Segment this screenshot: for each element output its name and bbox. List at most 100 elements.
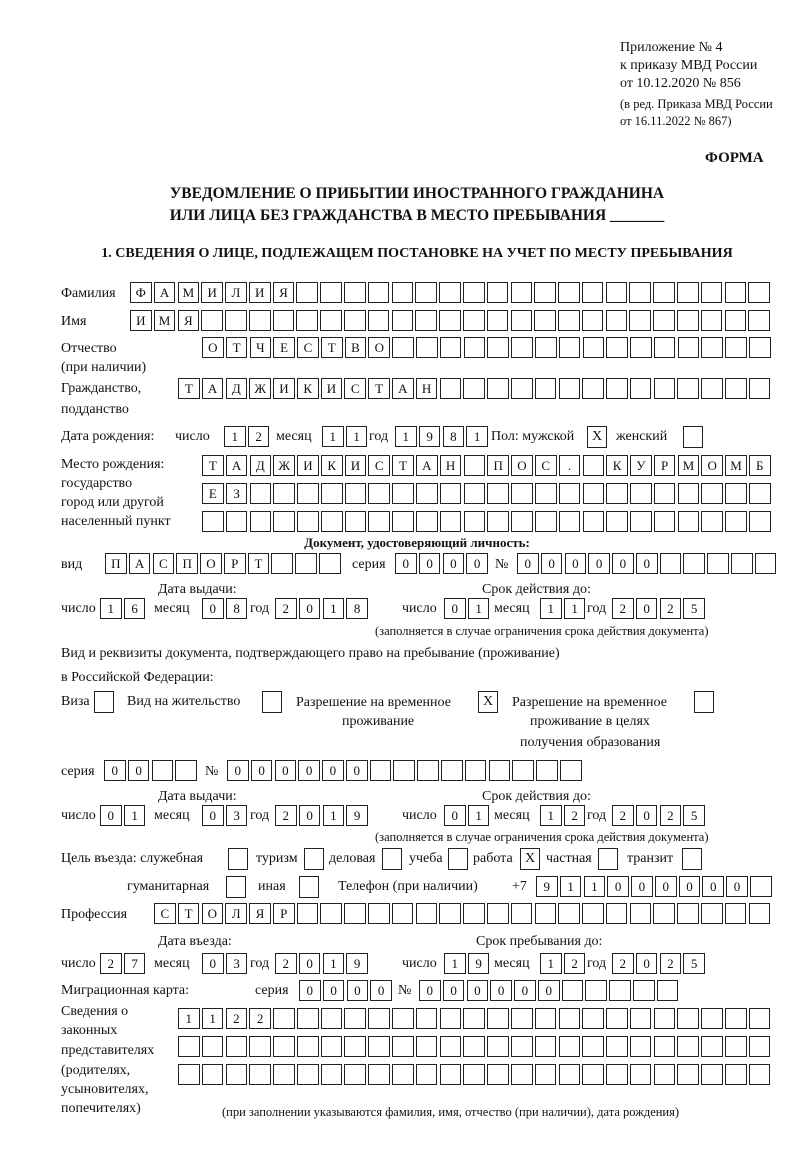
char-box[interactable] (707, 553, 729, 574)
char-box[interactable]: 1 (540, 805, 562, 826)
char-box[interactable] (487, 1064, 509, 1085)
char-box[interactable]: 2 (612, 598, 634, 619)
char-box[interactable] (249, 511, 272, 532)
char-box[interactable] (392, 337, 414, 358)
char-box[interactable]: 3 (225, 953, 248, 974)
char-box[interactable] (320, 511, 343, 532)
char-box[interactable]: 9 (346, 953, 368, 974)
char-box[interactable] (629, 310, 651, 331)
char-box[interactable]: 5 (683, 598, 705, 619)
char-box[interactable] (677, 1008, 699, 1029)
char-box[interactable] (439, 1008, 462, 1029)
char-box[interactable] (151, 760, 174, 781)
char-box[interactable] (320, 282, 342, 303)
char-box[interactable]: 0 (631, 876, 653, 897)
char-box[interactable] (676, 282, 699, 303)
char-box[interactable] (653, 310, 675, 331)
char-box[interactable] (606, 378, 628, 399)
char-box[interactable]: 0 (635, 805, 658, 826)
char-box[interactable]: 9 (418, 426, 441, 447)
char-box[interactable]: И (201, 282, 223, 303)
char-box[interactable]: 0 (418, 553, 441, 574)
char-box[interactable]: Е (202, 483, 224, 504)
char-box[interactable] (630, 337, 652, 358)
char-box[interactable] (700, 310, 723, 331)
char-box[interactable]: И (273, 378, 295, 399)
char-box[interactable] (653, 1008, 676, 1029)
char-box[interactable]: Н (415, 378, 438, 399)
char-box[interactable] (344, 511, 367, 532)
char-box[interactable]: 2 (659, 598, 682, 619)
char-box[interactable] (582, 1064, 604, 1085)
char-box[interactable] (175, 760, 197, 781)
char-box[interactable] (463, 1008, 485, 1029)
char-box[interactable]: . (558, 455, 581, 476)
char-box[interactable] (510, 378, 533, 399)
char-box[interactable] (724, 1036, 747, 1057)
char-box[interactable] (582, 1008, 604, 1029)
char-box[interactable] (439, 483, 462, 504)
char-box[interactable]: 0 (466, 553, 488, 574)
char-box[interactable] (510, 310, 533, 331)
char-box[interactable] (511, 511, 533, 532)
char-box[interactable] (748, 1064, 771, 1085)
char-box[interactable]: 0 (419, 980, 441, 1001)
char-box[interactable]: Р (272, 903, 295, 924)
char-box[interactable] (534, 483, 557, 504)
char-box[interactable] (653, 903, 675, 924)
char-box[interactable]: 0 (635, 953, 658, 974)
char-box[interactable] (653, 483, 676, 504)
char-box[interactable]: 0 (702, 876, 725, 897)
char-box[interactable]: Д (249, 455, 272, 476)
char-box[interactable] (511, 337, 533, 358)
char-box[interactable]: 0 (322, 760, 344, 781)
purpose-private-checkbox[interactable] (598, 848, 618, 870)
char-box[interactable] (319, 553, 341, 574)
char-box[interactable] (344, 483, 367, 504)
char-box[interactable] (201, 310, 223, 331)
char-box[interactable]: 0 (395, 553, 417, 574)
char-box[interactable] (510, 1036, 533, 1057)
char-box[interactable]: 1 (467, 805, 490, 826)
char-box[interactable] (701, 1008, 723, 1029)
char-box[interactable]: Б (748, 455, 771, 476)
char-box[interactable]: Р (653, 455, 676, 476)
char-box[interactable] (653, 337, 676, 358)
char-box[interactable] (320, 903, 343, 924)
temp-residence-checkbox[interactable]: X (478, 691, 498, 713)
char-box[interactable] (748, 310, 770, 331)
visa-checkbox[interactable] (94, 691, 114, 713)
char-box[interactable] (415, 903, 438, 924)
char-box[interactable] (487, 378, 509, 399)
char-box[interactable] (581, 310, 604, 331)
char-box[interactable] (463, 1064, 485, 1085)
purpose-business-checkbox[interactable] (382, 848, 402, 870)
char-box[interactable]: П (105, 553, 127, 574)
char-box[interactable]: 0 (100, 805, 122, 826)
char-box[interactable]: С (152, 553, 175, 574)
char-box[interactable] (320, 483, 343, 504)
char-box[interactable] (725, 337, 747, 358)
char-box[interactable]: М (725, 455, 747, 476)
char-box[interactable]: 8 (346, 598, 368, 619)
char-box[interactable]: 0 (202, 953, 224, 974)
char-box[interactable]: А (128, 553, 151, 574)
char-box[interactable] (225, 310, 247, 331)
char-box[interactable] (415, 282, 437, 303)
char-box[interactable]: 0 (514, 980, 536, 1001)
char-box[interactable] (439, 1036, 462, 1057)
char-box[interactable] (630, 511, 652, 532)
char-box[interactable]: Я (272, 282, 295, 303)
char-box[interactable]: Р (223, 553, 246, 574)
char-box[interactable]: 0 (299, 980, 321, 1001)
char-box[interactable]: 1 (466, 426, 488, 447)
char-box[interactable] (534, 337, 557, 358)
char-box[interactable] (748, 903, 771, 924)
char-box[interactable] (510, 282, 533, 303)
char-box[interactable]: Д (225, 378, 248, 399)
char-box[interactable] (178, 1064, 200, 1085)
char-box[interactable] (748, 378, 771, 399)
char-box[interactable]: З (225, 483, 248, 504)
purpose-work-checkbox[interactable]: X (520, 848, 540, 870)
char-box[interactable] (677, 1036, 699, 1057)
